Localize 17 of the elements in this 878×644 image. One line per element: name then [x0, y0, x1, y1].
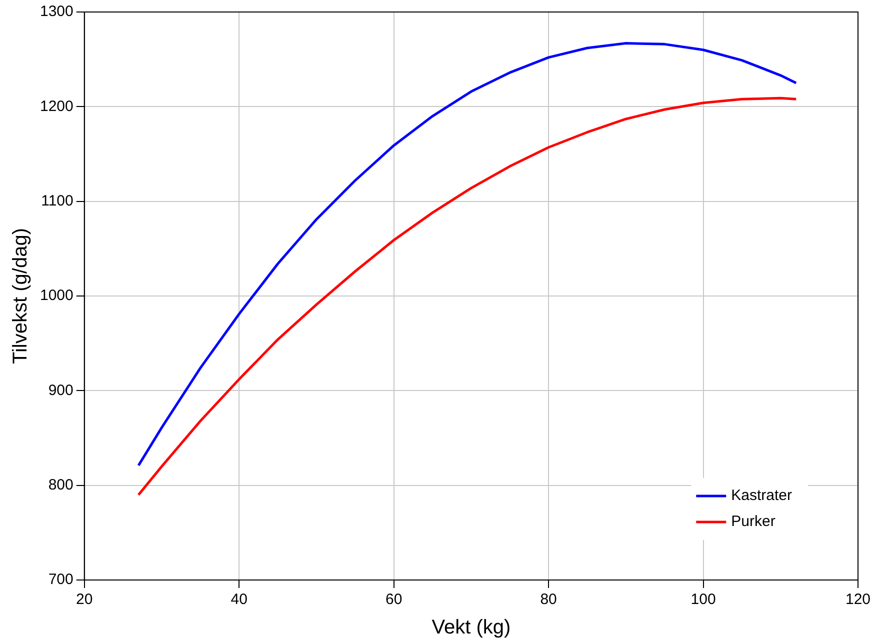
y-tick-label: 1100 [41, 192, 74, 210]
y-tick-label: 1300 [40, 3, 74, 20]
y-tick-label: 700 [48, 571, 74, 588]
x-axis-title: Vekt (kg) [432, 616, 511, 639]
x-tick-label: 40 [230, 591, 248, 608]
x-tick-label: 20 [76, 591, 93, 608]
legend-label: Purker [731, 513, 776, 530]
x-tick-label: 100 [690, 591, 716, 608]
y-tick-label: 800 [48, 476, 74, 494]
y-tick-label: 900 [48, 382, 74, 399]
y-axis-title: Tilvekst (g/dag) [10, 228, 32, 364]
legend-label: Kastrater [731, 487, 792, 504]
x-tick-label: 120 [845, 591, 871, 608]
y-tick-label: 1200 [40, 98, 74, 115]
y-tick-label: 1000 [40, 287, 74, 304]
x-tick-label: 80 [540, 591, 557, 608]
x-tick-label: 60 [385, 591, 402, 608]
